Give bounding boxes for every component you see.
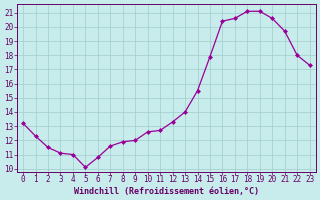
X-axis label: Windchill (Refroidissement éolien,°C): Windchill (Refroidissement éolien,°C) <box>74 187 259 196</box>
